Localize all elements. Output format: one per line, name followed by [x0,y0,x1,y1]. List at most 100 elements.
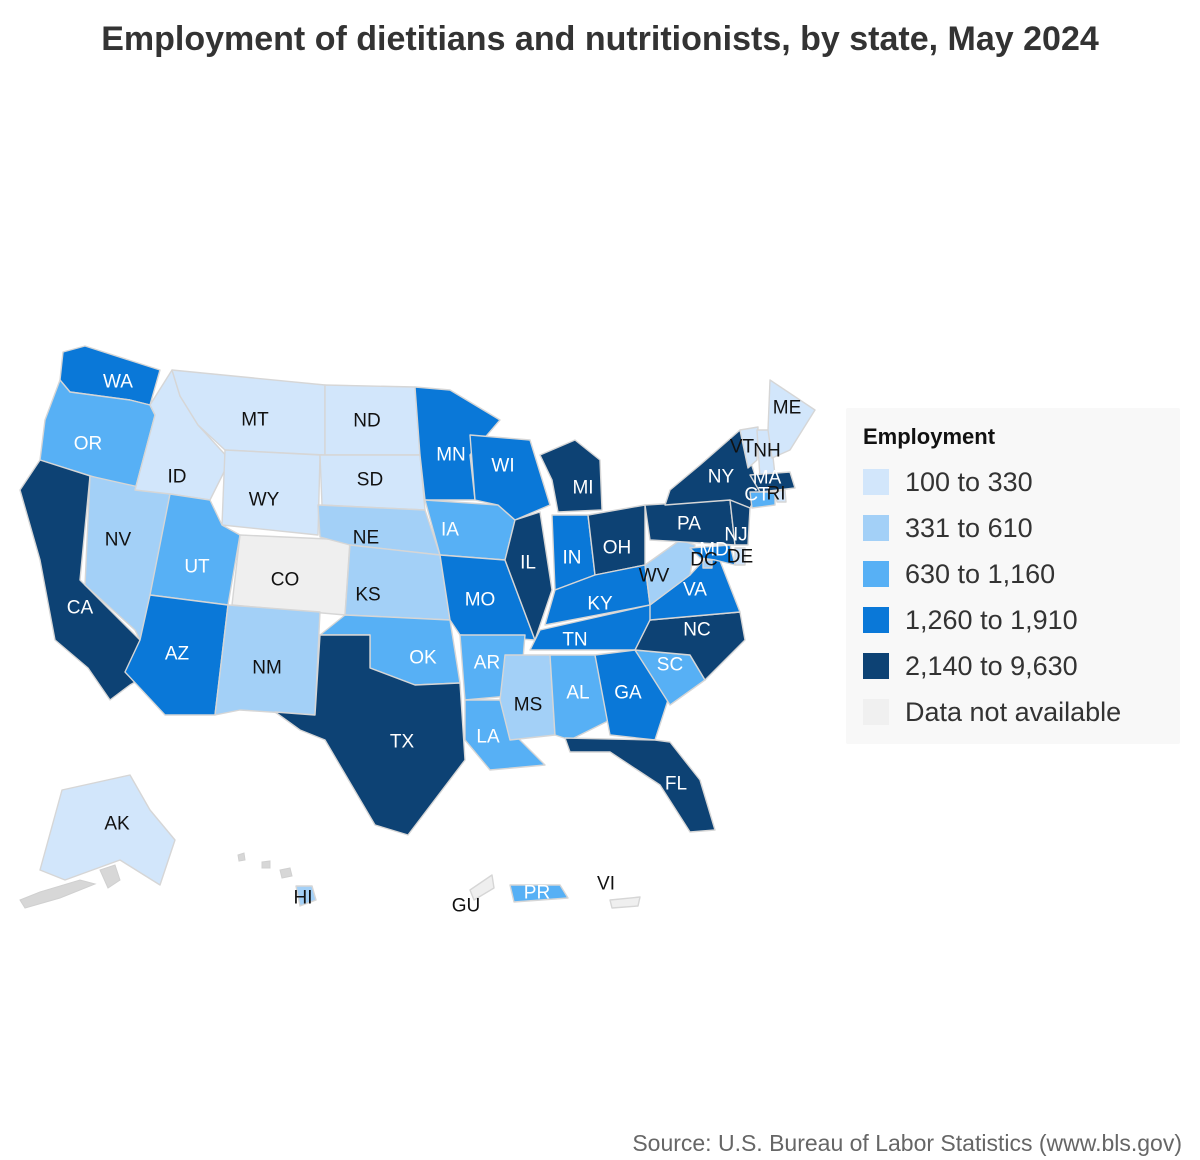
hawaii-island [261,860,271,869]
state-label-dc: DC [690,550,717,571]
state-label-mo: MO [465,590,496,611]
state-label-fl: FL [665,774,687,795]
state-label-mn: MN [436,445,466,466]
state-gu[interactable] [469,874,495,901]
state-hi[interactable] [295,885,317,907]
legend-swatch [863,561,889,587]
state-label-wv: WV [639,566,670,587]
state-label-sd: SD [357,470,383,491]
state-label-nc: NC [683,620,710,641]
state-label-nh: NH [753,441,780,462]
state-pr[interactable] [509,884,569,903]
state-label-ca: CA [67,598,94,619]
state-ri[interactable] [774,489,787,503]
source-note: Source: U.S. Bureau of Labor Statistics … [632,1130,1182,1156]
hawaii-island [279,867,293,879]
state-ca[interactable] [19,459,166,701]
legend-item[interactable]: 331 to 610 [863,513,1033,543]
legend-item[interactable]: 2,140 to 9,630 [863,651,1078,681]
state-label-wa: WA [103,372,133,393]
state-me[interactable] [767,379,816,459]
map-title: Employment of dietitians and nutritionis… [101,20,1099,58]
legend-item[interactable]: Data not available [863,697,1121,727]
state-label-al: AL [566,683,589,704]
state-label-vt: VT [730,437,755,458]
state-label-ne: NE [353,528,379,549]
state-mn[interactable] [414,386,501,501]
state-label-mt: MT [241,410,269,431]
state-label-hi: HI [294,888,313,909]
state-mi[interactable] [539,439,603,513]
state-label-nv: NV [105,530,132,551]
us-state-map: WA OR CA NV ID MT WY UT AZ CO NM ND SD NE KS OK TX MN IA MO… [0,330,840,930]
legend-item[interactable]: 100 to 330 [863,467,1033,497]
state-ct[interactable] [749,491,776,509]
state-label-ia: IA [441,520,459,541]
state-wv[interactable] [644,539,696,606]
legend-label: 100 to 330 [905,466,1033,497]
state-wy[interactable] [221,449,321,536]
legend-swatch [863,653,889,679]
state-label-ga: GA [614,683,642,704]
state-vt[interactable] [739,426,759,469]
legend-label: Data not available [905,696,1122,727]
state-ms[interactable] [499,654,556,741]
state-ks[interactable] [344,544,451,621]
state-label-nm: NM [252,658,282,679]
state-tx[interactable] [274,634,466,836]
state-label-ks: KS [355,585,380,606]
state-label-gu: GU [452,896,481,917]
state-ak[interactable] [39,774,176,886]
state-label-me: ME [773,398,802,419]
state-label-ok: OK [409,648,437,669]
legend-item[interactable]: 630 to 1,160 [863,559,1055,589]
state-label-ut: UT [184,557,210,578]
state-nj[interactable] [729,499,751,546]
legend-label: 630 to 1,160 [905,558,1056,589]
state-label-co: CO [271,570,300,591]
legend-label: 2,140 to 9,630 [905,650,1078,681]
state-label-id: ID [168,467,187,488]
state-label-nd: ND [353,411,380,432]
state-label-wi: WI [491,456,514,477]
state-label-il: IL [520,553,536,574]
state-al[interactable] [549,654,611,741]
state-label-vi: VI [597,874,615,895]
legend: Employment 100 to 330 331 to 610 630 to … [846,408,1180,744]
legend-label: 331 to 610 [905,512,1033,543]
state-fl[interactable] [564,737,716,833]
state-vi[interactable] [609,896,641,909]
state-label-pa: PA [677,514,701,535]
state-label-wy: WY [249,490,280,511]
state-label-in: IN [563,548,582,569]
map-canvas: WA OR CA NV ID MT WY UT AZ CO NM ND SD NE KS OK TX MN IA MO… [19,345,816,917]
state-label-ny: NY [708,467,735,488]
state-md[interactable] [689,544,736,566]
state-label-md: MD [699,540,729,561]
legend-item[interactable]: 1,260 to 1,910 [863,605,1078,635]
legend-swatch [863,515,889,541]
state-label-la: LA [476,727,500,748]
alaska-panhandle [99,864,121,889]
state-dc[interactable] [702,559,713,569]
state-label-mi: MI [572,478,593,499]
state-de[interactable] [734,547,746,566]
state-label-ms: MS [514,695,543,716]
legend-swatch [863,699,889,725]
state-label-ct: CT [744,485,770,506]
state-label-sc: SC [657,655,683,676]
state-label-or: OR [74,434,103,455]
legend-label: 1,260 to 1,910 [905,604,1078,635]
state-label-pr: PR [524,883,550,904]
state-label-tn: TN [562,630,587,651]
state-label-de: DE [727,547,753,568]
aleutian-islands [19,879,97,909]
state-label-ma: MA [753,468,782,489]
state-ma[interactable] [749,471,796,493]
state-label-ky: KY [587,594,613,615]
state-label-ri: RI [767,484,786,505]
state-label-ar: AR [474,653,500,674]
hawaii-island [237,852,246,862]
state-label-az: AZ [165,644,190,665]
state-label-oh: OH [603,538,632,559]
